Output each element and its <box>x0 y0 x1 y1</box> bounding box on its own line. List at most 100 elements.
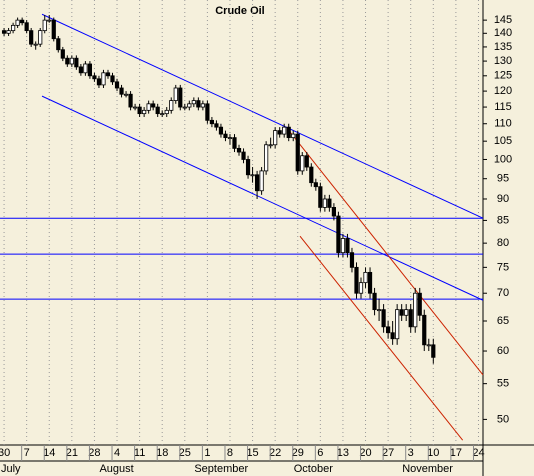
y-tick-label: 50 <box>497 413 509 425</box>
month-label: July <box>1 463 21 475</box>
candle-body <box>395 309 400 340</box>
candle-body <box>259 170 264 192</box>
candle-body <box>83 63 88 74</box>
candle-body <box>105 72 111 77</box>
trend-line <box>299 235 464 441</box>
candle-body <box>178 87 183 108</box>
candle-body <box>114 81 120 89</box>
candle-body <box>74 57 79 68</box>
candle-body <box>205 103 210 121</box>
y-tick-label: 95 <box>497 173 509 185</box>
y-tick-label: 75 <box>497 261 509 273</box>
x-tick-label: 14 <box>43 447 55 459</box>
candle-body <box>132 106 138 109</box>
candle-body <box>417 292 422 316</box>
candle-body <box>304 155 309 168</box>
chart-title: Crude Oil <box>215 5 265 17</box>
x-tick-label: 1 <box>204 447 210 459</box>
candle-body <box>431 344 436 358</box>
month-label: September <box>194 463 248 475</box>
candle-body <box>358 282 364 294</box>
x-tick-label: 28 <box>88 447 100 459</box>
candle-body <box>187 103 192 108</box>
y-tick-label: 140 <box>494 27 512 39</box>
x-tick-label: 6 <box>317 447 323 459</box>
candle-body <box>15 19 20 26</box>
candle-body <box>386 326 391 334</box>
candle-body <box>236 147 242 153</box>
trend-line <box>41 13 484 219</box>
x-tick-label: 18 <box>156 447 168 459</box>
candle-body <box>137 106 142 115</box>
x-tick-label: 4 <box>114 447 120 459</box>
y-tick-label: 65 <box>497 315 509 327</box>
x-tick-label: 27 <box>382 447 394 459</box>
x-tick-label: 22 <box>269 447 281 459</box>
candle-body <box>191 100 196 105</box>
x-tick-label: 30 <box>0 447 10 459</box>
candle-body <box>29 30 34 45</box>
candle-body <box>372 292 377 311</box>
candle-body <box>160 113 165 116</box>
candle-body <box>11 24 16 32</box>
candle-body <box>381 309 386 328</box>
candle-body <box>87 63 93 77</box>
candle-body <box>24 22 29 32</box>
candle-body <box>376 309 382 312</box>
candle-body <box>426 344 431 347</box>
candle-body <box>218 126 224 135</box>
candle-body <box>422 314 427 346</box>
candle-body <box>200 103 205 108</box>
x-tick-label: 25 <box>179 447 191 459</box>
candle-body <box>273 130 278 146</box>
candle-body <box>151 103 156 108</box>
y-tick-label: 120 <box>494 85 512 97</box>
candle-body <box>399 309 404 316</box>
x-tick-label: 24 <box>472 447 484 459</box>
y-tick-label: 55 <box>497 378 509 390</box>
x-tick-label: 7 <box>24 447 30 459</box>
x-tick-label: 21 <box>66 447 78 459</box>
x-tick-label: 17 <box>450 447 462 459</box>
candle-body <box>96 78 102 86</box>
candle-body <box>155 106 160 115</box>
y-tick-label: 85 <box>497 214 509 226</box>
candle-body <box>250 174 255 177</box>
candle-body <box>20 19 25 24</box>
candle-body <box>164 109 169 115</box>
candle-body <box>404 309 409 316</box>
candle-body <box>277 130 282 135</box>
candle-body <box>327 198 332 208</box>
month-label: October <box>294 463 333 475</box>
candle-body <box>47 19 52 22</box>
candle-body <box>309 166 314 184</box>
candle-body <box>123 93 129 96</box>
candle-body <box>340 238 346 254</box>
candle-body <box>300 155 305 172</box>
candle-body <box>349 252 355 268</box>
y-tick-label: 135 <box>494 41 512 53</box>
candle-body <box>313 182 318 188</box>
candle-body <box>60 49 65 59</box>
candle-body <box>1 30 7 34</box>
candle-body <box>119 87 124 95</box>
candle-body <box>65 57 70 65</box>
candle-body <box>322 198 327 208</box>
candle-body <box>182 106 187 109</box>
candle-body <box>282 126 287 135</box>
y-tick-label: 110 <box>494 118 512 130</box>
x-tick-label: 10 <box>427 447 439 459</box>
candle-body <box>268 144 273 147</box>
candle-body <box>367 271 373 294</box>
candle-body <box>196 100 201 108</box>
candle-body <box>318 186 323 208</box>
candle-body <box>223 133 228 139</box>
candle-body <box>295 133 300 172</box>
x-tick-label: 20 <box>359 447 371 459</box>
x-tick-label: 29 <box>292 447 304 459</box>
candle-body <box>331 207 336 217</box>
y-tick-label: 70 <box>497 287 509 299</box>
y-tick-label: 80 <box>497 237 509 249</box>
candle-body <box>209 119 215 125</box>
